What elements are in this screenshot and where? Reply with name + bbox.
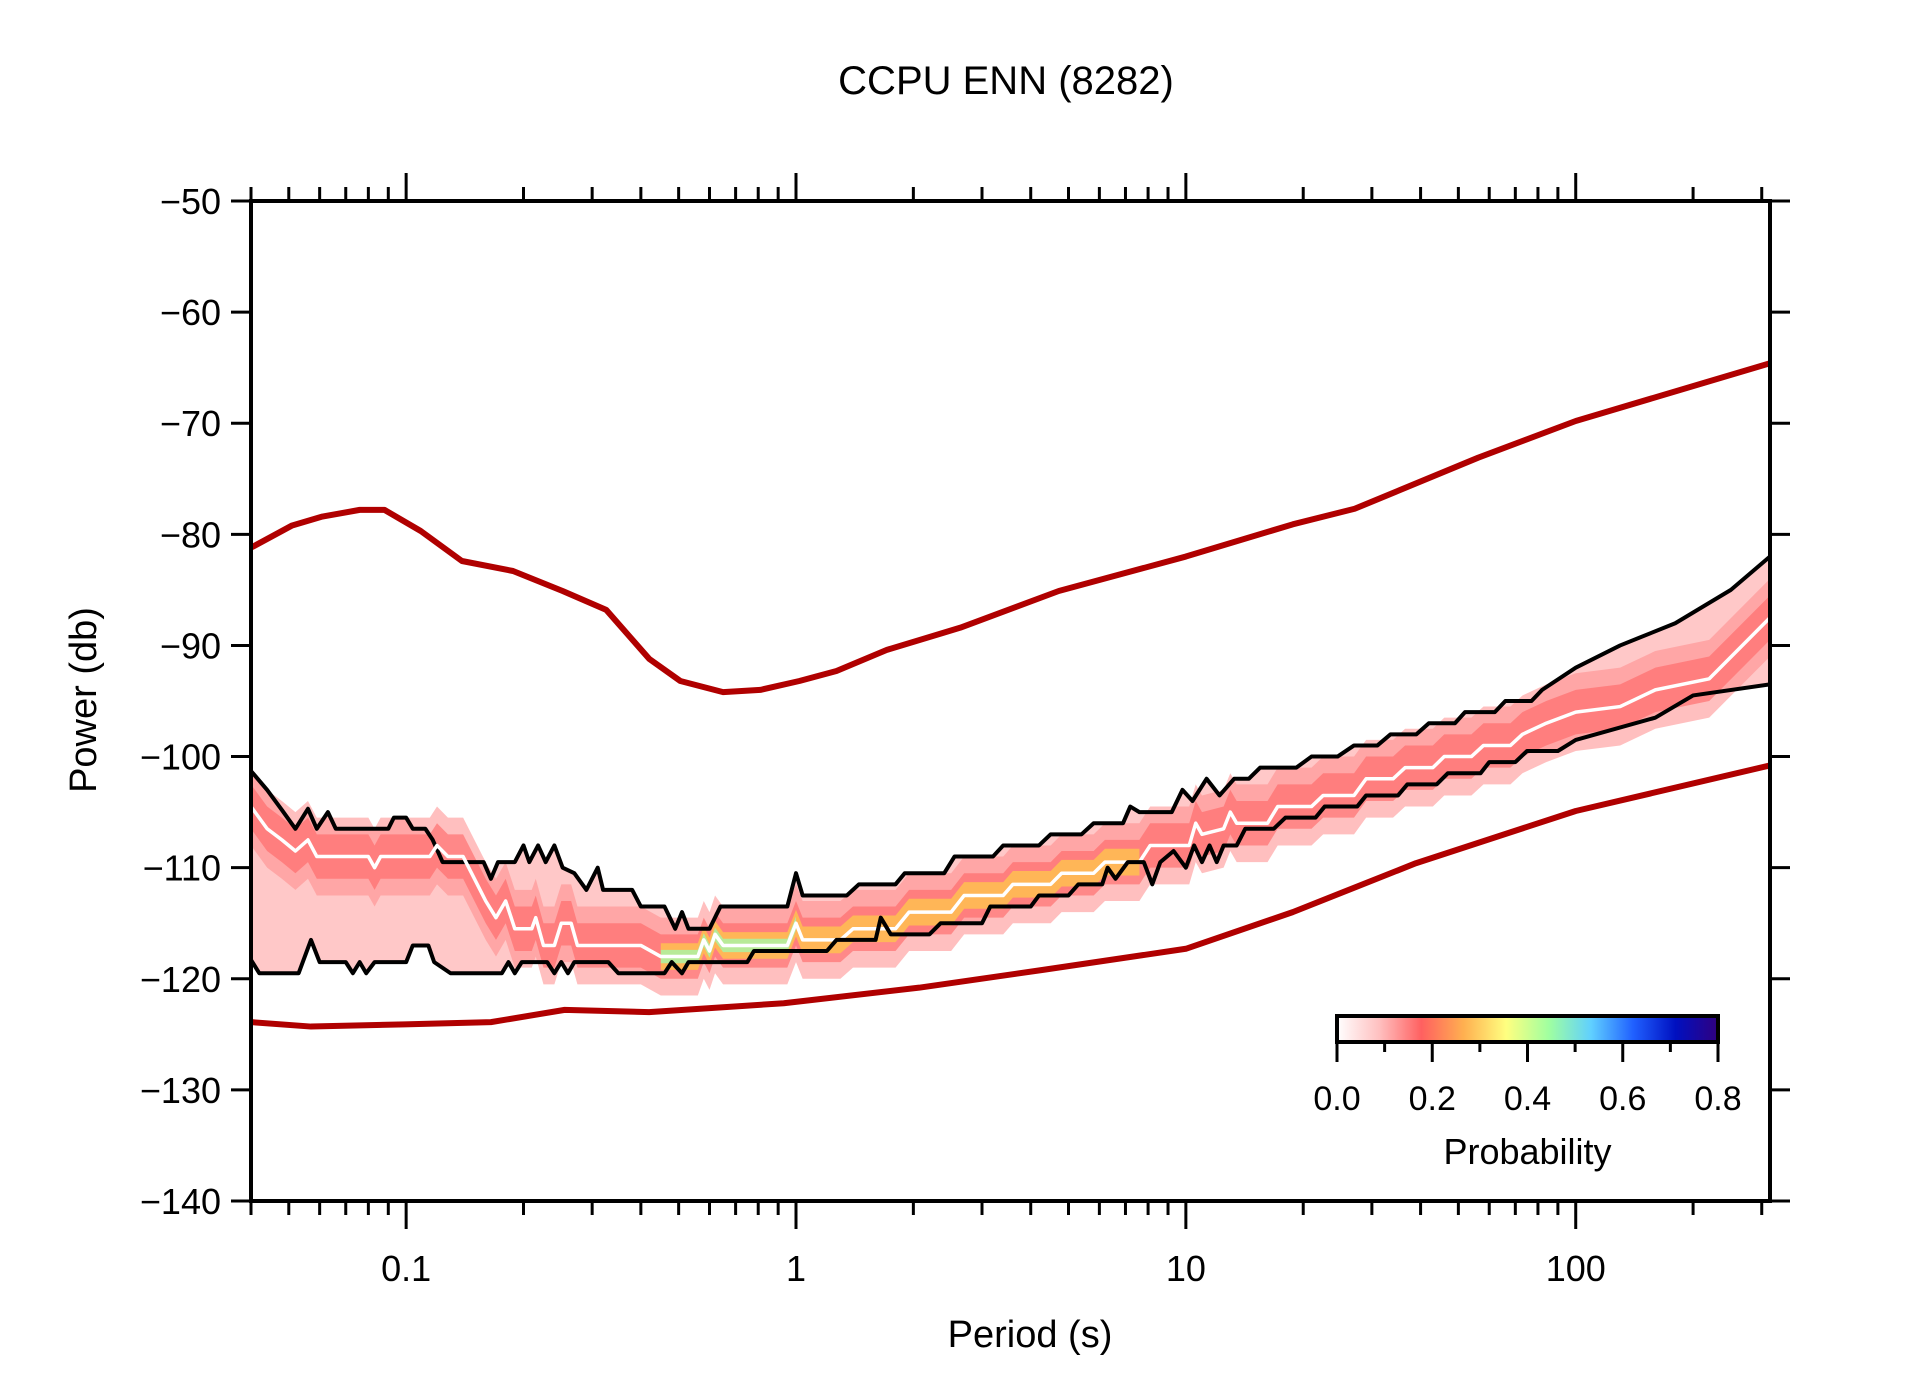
y-tick-label: −90 — [160, 625, 221, 666]
y-tick-label: −50 — [160, 181, 221, 222]
x-axis: 0.1 1 10 100 — [249, 173, 1764, 1289]
y-tick-label: −60 — [160, 292, 221, 333]
series-nlnm-line — [251, 762, 1770, 1030]
y-tick-label: −70 — [160, 403, 221, 444]
chart-title: CCPU ENN (8282) — [838, 59, 1174, 103]
series-nhnm-line — [251, 360, 1770, 696]
y-axis: −50 −60 −70 −80 −90 −100 −110 −120 −130 −140 — [140, 181, 1790, 1222]
colorbar-tick-label: 0.2 — [1409, 1080, 1456, 1118]
y-tick-label: −130 — [140, 1070, 221, 1111]
series-lower-percentile-line — [251, 682, 1770, 976]
colorbar-tick-label: 0.8 — [1694, 1080, 1741, 1118]
x-axis-label: Period (s) — [948, 1314, 1113, 1356]
band-inner-1 — [251, 595, 1770, 979]
y-tick-label: −80 — [160, 514, 221, 555]
colorbar-tick-label: 0.6 — [1599, 1080, 1646, 1118]
colorbar-tick-label: 0.4 — [1504, 1080, 1551, 1118]
y-axis-label: Power (db) — [63, 607, 105, 793]
series-upper-percentile-line — [251, 555, 1770, 931]
plot-area: 0.1 1 10 100 −50 −60 −70 −80 −90 −100 −110 −120 −13… — [140, 173, 1790, 1289]
series-mode-line — [251, 616, 1770, 959]
y-tick-label: −110 — [143, 848, 221, 889]
y-tick-label: −100 — [140, 737, 221, 778]
colorbar-ramp — [1335, 1014, 1720, 1044]
colorbar-ticks: 0.0 0.2 0.4 0.6 0.8 — [1313, 1042, 1742, 1118]
band-inner-0 — [251, 578, 1770, 996]
colorbar-label: Probability — [1443, 1131, 1611, 1172]
y-tick-label: −120 — [140, 959, 221, 1000]
series-lines — [251, 360, 1770, 1030]
y-tick-label: −140 — [140, 1181, 221, 1222]
plot-frame — [249, 199, 1772, 1203]
colorbar-tick-label: 0.0 — [1313, 1080, 1360, 1118]
x-tick-label: 10 — [1166, 1248, 1206, 1289]
x-tick-label: 1 — [786, 1248, 806, 1289]
colorbar: 0.0 0.2 0.4 0.6 0.8 Probability — [1313, 1014, 1742, 1172]
x-tick-label: 100 — [1546, 1248, 1606, 1289]
x-tick-label: 0.1 — [381, 1248, 431, 1289]
